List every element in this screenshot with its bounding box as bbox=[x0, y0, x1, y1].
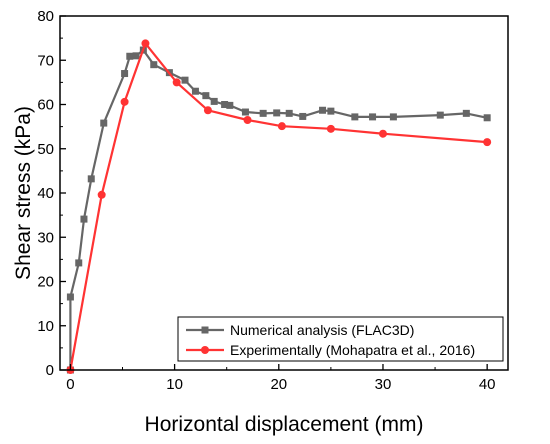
data-point-square bbox=[299, 112, 307, 120]
x-tick-label: 10 bbox=[166, 376, 183, 393]
y-tick-label: 50 bbox=[37, 141, 54, 158]
data-point-square bbox=[483, 114, 491, 122]
y-tick-label: 40 bbox=[37, 185, 54, 202]
data-point-square bbox=[241, 108, 249, 116]
legend-marker-circle bbox=[201, 346, 209, 354]
data-point-square bbox=[202, 92, 210, 100]
data-point-circle bbox=[277, 122, 286, 131]
x-axis-title: Horizontal displacement (mm) bbox=[145, 413, 424, 436]
data-point-circle bbox=[483, 138, 492, 147]
data-point-square bbox=[462, 109, 470, 117]
data-point-square bbox=[132, 52, 140, 60]
data-point-square bbox=[126, 52, 134, 60]
y-tick-label: 80 bbox=[37, 8, 54, 25]
legend: Numerical analysis (FLAC3D) Experimentall… bbox=[177, 316, 504, 362]
data-point-circle bbox=[172, 78, 181, 87]
data-point-circle bbox=[378, 129, 387, 138]
data-point-square bbox=[66, 293, 74, 301]
data-point-square bbox=[285, 109, 293, 117]
data-point-circle bbox=[97, 190, 106, 199]
data-point-square bbox=[319, 106, 327, 114]
data-point-square bbox=[327, 107, 335, 115]
data-point-circle bbox=[326, 124, 335, 133]
legend-label-1: Numerical analysis (FLAC3D) bbox=[230, 322, 414, 338]
ticks-layer: 0 10 20 30 40 50 60 70 80 0 10 20 30 40 bbox=[37, 8, 495, 393]
x-tick-label: 20 bbox=[270, 376, 287, 393]
y-tick-label: 70 bbox=[37, 52, 54, 69]
data-point-square bbox=[181, 76, 189, 84]
data-point-square bbox=[121, 70, 129, 78]
x-tick-label: 40 bbox=[479, 376, 496, 393]
legend-label-2: Experimentally (Mohapatra et al., 2016) bbox=[230, 342, 475, 358]
legend-box bbox=[177, 316, 504, 362]
x-tick-label: 30 bbox=[375, 376, 392, 393]
data-point-square bbox=[369, 113, 377, 121]
data-point-square bbox=[389, 113, 397, 121]
data-point-square bbox=[100, 119, 108, 127]
legend-items: Numerical analysis (FLAC3D) Experimentall… bbox=[186, 322, 475, 358]
y-axis-title: Shear stress (kPa) bbox=[12, 106, 35, 280]
data-point-square bbox=[75, 259, 83, 267]
x-tick-label: 0 bbox=[66, 376, 74, 393]
data-point-circle bbox=[203, 106, 212, 115]
y-tick-label: 60 bbox=[37, 97, 54, 114]
legend-marker-square bbox=[201, 326, 209, 334]
data-point-square bbox=[80, 215, 88, 223]
data-point-square bbox=[273, 109, 281, 117]
data-point-square bbox=[351, 113, 359, 121]
data-point-square bbox=[226, 101, 234, 109]
data-point-circle bbox=[120, 97, 129, 106]
data-point-circle bbox=[243, 115, 252, 124]
data-point-square bbox=[87, 175, 95, 183]
data-point-square bbox=[210, 97, 218, 105]
y-tick-label: 10 bbox=[37, 318, 54, 335]
data-point-square bbox=[150, 61, 158, 69]
data-point-circle bbox=[141, 39, 150, 48]
y-tick-label: 0 bbox=[46, 362, 54, 379]
y-tick-label: 20 bbox=[37, 274, 54, 291]
y-tick-label: 30 bbox=[37, 229, 54, 246]
data-point-square bbox=[221, 101, 229, 108]
data-point-square bbox=[259, 109, 267, 117]
data-point-square bbox=[436, 111, 444, 119]
data-point-square bbox=[191, 87, 199, 95]
